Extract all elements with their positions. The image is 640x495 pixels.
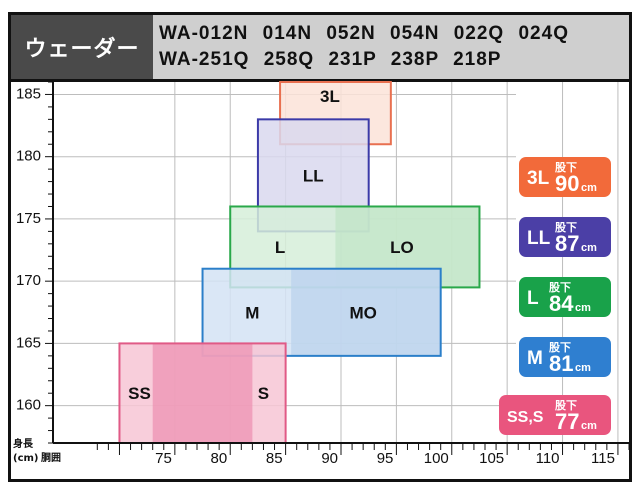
legend-inseam-value-0: 90 [555,171,579,196]
box-label-mo: MO [349,303,376,322]
y-axis-unit: (cm) [13,453,39,464]
legend-badge-4 [499,395,611,435]
legend-inseam-label-2: 股下 [549,281,571,294]
y-tick-label-180: 180 [16,148,41,165]
legend-size-label-0: 3L [527,168,550,189]
legend-inseam-value-2: 84 [549,291,574,316]
y-tick-label-160: 160 [16,397,41,414]
x-tick-label-75: 75 [155,450,172,467]
legend-unit-4: cm [581,420,597,432]
x-tick-label-115: 115 [591,450,615,467]
legend-size-label-1: LL [527,228,551,249]
size-box-shade-m [291,268,441,356]
legend-inseam-label-3: 股下 [549,341,571,354]
legend-badge-1 [519,217,611,257]
x-tick-label-100: 100 [424,450,449,467]
y-tick-label-175: 175 [16,210,41,227]
chart-header: ウェーダー WA-012N 014N 052N 054N 022Q 024Q W… [11,15,629,82]
x-tick-label-110: 110 [536,450,560,467]
x-tick-label-105: 105 [479,450,504,467]
x-tick-label-95: 95 [377,450,394,467]
size-chart-frame: ウェーダー WA-012N 014N 052N 054N 022Q 024Q W… [8,12,632,482]
legend-badge-3 [519,337,611,377]
box-label-m: M [245,303,259,322]
x-axis-title: 胴囲 [41,452,61,464]
legend-unit-2: cm [575,302,591,314]
legend-badge-2 [519,277,611,317]
box-label-lo: LO [390,238,414,257]
legend-size-label-2: L [527,288,539,309]
legend-unit-1: cm [581,242,597,254]
model-line-2: WA-251Q 258Q 231P 238P 218P [159,49,502,70]
legend-size-label-3: M [527,348,543,369]
y-axis-title: 身長 [13,437,34,450]
legend-inseam-value-4: 77 [555,409,579,434]
legend-unit-3: cm [575,362,591,374]
legend-inseam-label-4: 股下 [555,399,577,412]
x-tick-label-90: 90 [321,450,338,467]
x-tick-label-85: 85 [266,450,283,467]
y-tick-label-185: 185 [16,85,41,102]
model-line-1: WA-012N 014N 052N 054N 022Q 024Q [159,23,569,44]
legend-unit-0: cm [581,182,597,194]
box-label-l: L [275,238,285,257]
x-tick-label-80: 80 [211,450,228,467]
box-label-s: S [258,384,269,403]
box-label-ss: SS [128,384,151,403]
legend-inseam-value-3: 81 [549,351,573,376]
legend-badge-0 [519,157,611,197]
product-title: ウェーダー [11,15,153,79]
model-list: WA-012N 014N 052N 054N 022Q 024Q WA-251Q… [153,15,629,79]
legend-inseam-label-1: 股下 [555,221,577,234]
y-tick-label-170: 170 [16,272,41,289]
box-label-3l: 3L [320,87,340,106]
box-label-ll: LL [303,166,324,185]
legend-inseam-value-1: 87 [555,231,579,256]
size-box-border-m [201,267,442,357]
y-tick-label-165: 165 [16,334,41,351]
legend-size-label-4: SS,S [507,409,544,426]
legend-inseam-label-0: 股下 [555,161,577,174]
size-box-shade-ss [152,343,253,443]
